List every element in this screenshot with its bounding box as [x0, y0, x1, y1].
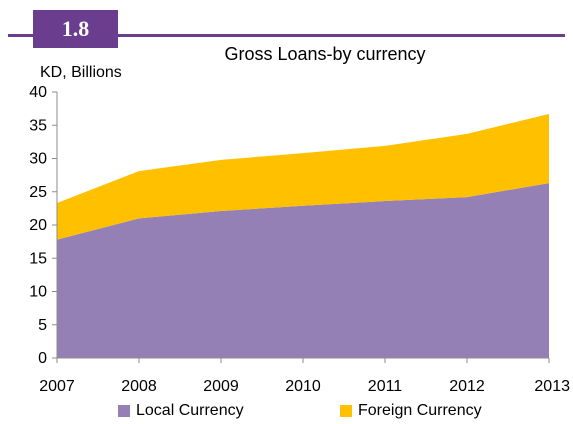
y-tick-labels: 0 5 10 15 20 25 30 35 40 — [29, 84, 47, 367]
chart-legend: Local Currency Foreign Currency — [0, 402, 573, 424]
legend-label-foreign: Foreign Currency — [358, 402, 482, 420]
x-tick-label: 2012 — [449, 378, 485, 395]
series-areas — [57, 114, 549, 358]
y-tick-label: 25 — [29, 184, 47, 201]
x-tick-label: 2011 — [368, 378, 403, 395]
x-tick-label: 2013 — [534, 378, 570, 395]
legend-item-foreign: Foreign Currency — [340, 402, 482, 420]
y-tick-label: 15 — [29, 250, 47, 267]
y-tick-label: 20 — [29, 217, 47, 234]
x-tick-label: 2010 — [285, 378, 321, 395]
y-tick-label: 35 — [29, 117, 47, 134]
x-tick-label: 2007 — [39, 378, 75, 395]
y-tick-label: 5 — [38, 317, 47, 334]
legend-label-local: Local Currency — [136, 402, 244, 420]
y-tick-label: 10 — [29, 284, 47, 301]
y-tick-label: 0 — [38, 350, 47, 367]
y-tick-label: 30 — [29, 151, 47, 168]
x-tick-label: 2009 — [203, 378, 239, 395]
legend-swatch-local — [118, 405, 130, 417]
x-tick-labels: 2007 2008 2009 2010 2011 2012 2013 — [39, 378, 570, 395]
y-tick-label: 40 — [29, 84, 47, 101]
x-tick-label: 2008 — [121, 378, 157, 395]
legend-item-local: Local Currency — [118, 402, 244, 420]
legend-swatch-foreign — [340, 405, 352, 417]
